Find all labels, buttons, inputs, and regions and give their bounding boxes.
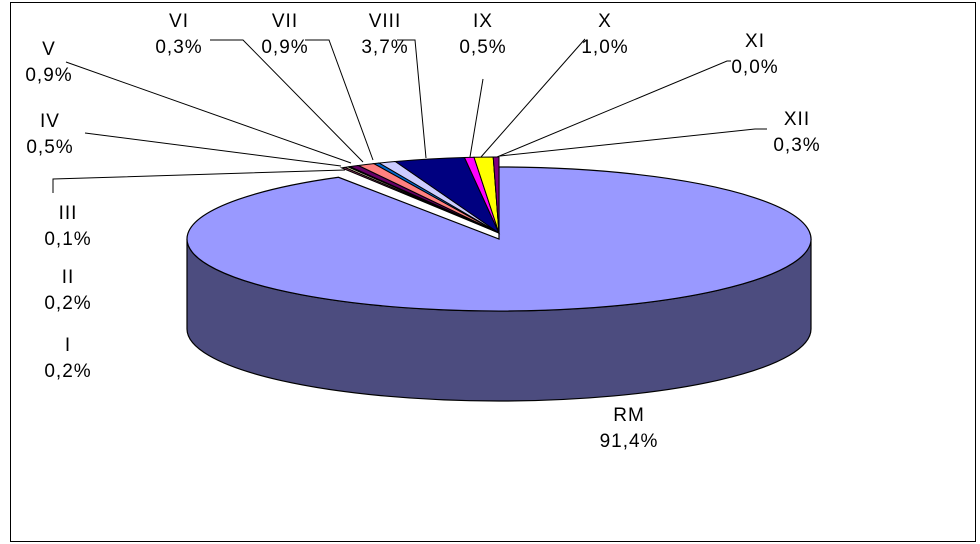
leader-line-viii [397,39,427,159]
leader-line-ix [469,78,484,158]
leader-line-v [65,61,352,164]
slice-value-vii: 0,9% [261,37,308,58]
slice-value-ix: 0,5% [459,37,506,58]
slice-xii [492,156,500,234]
slice-rm [186,166,812,312]
leader-line-iii [52,169,346,193]
leader-line-vi [210,39,364,163]
slice-value-rm: 91,4% [600,431,659,452]
slice-value-iv: 0,5% [26,137,73,158]
slice-name-x: X [598,11,612,32]
leader-line-x [480,38,586,158]
slice-name-ii: II [62,267,75,288]
leader-line-xii [499,128,767,157]
leader-lines [52,38,767,193]
slice-value-xi: 0,0% [731,57,778,78]
pie-slices [186,156,812,312]
slice-value-viii: 3,7% [361,37,408,58]
slice-value-x: 1,0% [581,37,628,58]
leader-line-iv [84,132,342,167]
slice-name-xii: XII [784,109,810,130]
pie-chart: RM 91,4% I 0,2% II 0,2% III 0,1% IV 0,5% V 0,9% VI 0,… [25,11,820,452]
chart-area: RM 91,4% I 0,2% II 0,2% III 0,1% IV 0,5% V 0,9% VI 0,… [10,2,976,542]
slice-value-iii: 0,1% [44,229,91,250]
leader-line-vii [305,39,374,161]
slice-name-vi: VI [169,11,189,32]
slice-value-vi: 0,3% [155,37,202,58]
slice-name-i: I [65,335,71,356]
slice-value-i: 0,2% [44,361,91,382]
slice-value-v: 0,9% [25,65,72,86]
slice-name-rm: RM [613,405,645,426]
leader-line-xi [496,60,731,158]
slice-name-iii: III [59,203,78,224]
slice-name-vii: VII [272,11,298,32]
slice-name-v: V [42,39,56,60]
slice-value-ii: 0,2% [44,293,91,314]
slice-name-iv: IV [40,111,60,132]
slice-labels: RM 91,4% I 0,2% II 0,2% III 0,1% IV 0,5% V 0,9% VI 0,… [25,11,820,452]
slice-name-viii: VIII [369,11,402,32]
slice-name-xi: XI [745,31,765,52]
slice-value-xii: 0,3% [773,135,820,156]
slice-name-ix: IX [473,11,493,32]
